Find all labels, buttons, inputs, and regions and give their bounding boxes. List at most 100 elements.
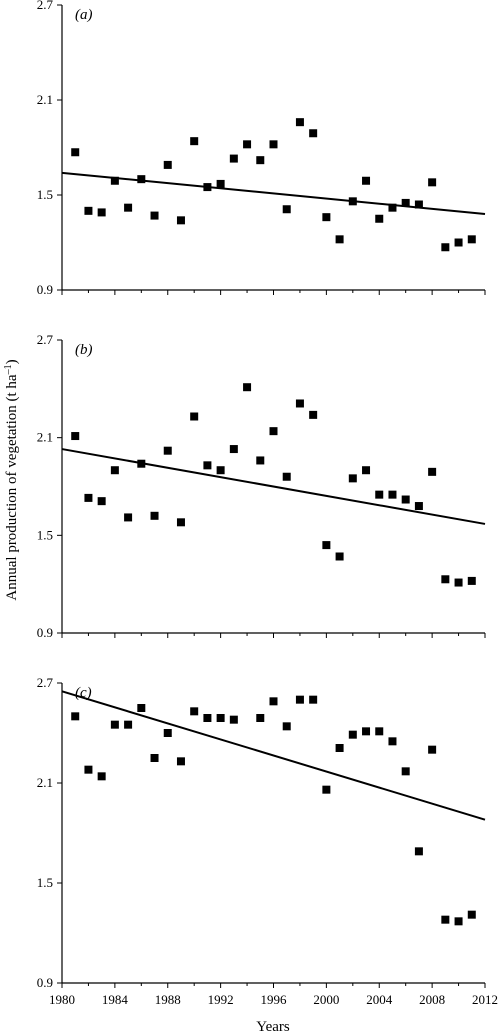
data-point [203,461,212,470]
data-point [243,383,252,392]
data-point [375,214,384,223]
data-point [414,200,423,209]
data-point [163,160,172,169]
data-point [229,154,238,163]
y-tick-label: 2.1 [37,775,53,790]
data-point [124,203,133,212]
data-point [282,472,291,481]
data-point [229,715,238,724]
data-point [124,513,133,522]
data-point [216,179,225,188]
data-point [467,235,476,244]
data-point [71,712,80,721]
data-point [335,552,344,561]
data-point [295,695,304,704]
data-point [176,757,185,766]
data-point [322,541,331,550]
data-point [441,575,450,584]
data-point [467,910,476,919]
data-point [454,917,463,926]
data-point [137,175,146,184]
data-point [295,399,304,408]
data-point [190,412,199,421]
data-point [467,576,476,585]
data-point [348,474,357,483]
data-point [176,518,185,527]
x-tick-label: 1996 [261,992,288,1007]
data-point [269,140,278,149]
x-tick-label: 1980 [49,992,75,1007]
panels-group: 0.9 1.5 2.1 2.7 (a) 0.9 1.5 2.1 2.7 (b) 0.9 1.5 2.1 2… [37,0,498,1007]
data-point [97,208,106,217]
trend-line [61,448,486,525]
data-point [309,695,318,704]
data-point [428,745,437,754]
x-tick-label: 2012 [472,992,498,1007]
data-point [137,459,146,468]
data-point [203,714,212,722]
data-point [348,730,357,739]
panel-label: (a) [75,7,93,23]
data-point [282,722,291,731]
data-point [229,445,238,454]
data-point [203,183,212,192]
data-point [375,490,384,499]
panel-label: (b) [75,342,93,358]
data-point [150,511,159,520]
y-tick-label: 1.5 [37,187,53,202]
data-point [362,727,371,736]
y-tick-label: 2.7 [37,675,54,690]
y-tick-label: 1.5 [37,527,53,542]
x-tick-label: 1992 [208,992,234,1007]
data-point [269,427,278,436]
y-tick-label: 0.9 [37,975,53,990]
data-point [388,737,397,746]
x-axis-title: Years [256,1019,290,1034]
data-point [309,410,318,419]
y-tick-label: 2.1 [37,92,53,107]
data-point [124,720,133,729]
data-point [163,729,172,737]
x-tick-label: 2008 [419,992,445,1007]
data-point [243,140,252,149]
x-tick-label: 2004 [366,992,393,1007]
data-point [441,243,450,252]
y-axis-title: Annual production of vegetation (t ha–1) [3,359,21,600]
data-point [282,205,291,214]
data-point [454,578,463,587]
data-point [97,772,106,781]
data-point [322,785,331,794]
data-point [97,497,106,506]
data-point [401,198,410,207]
y-tick-label: 1.5 [37,875,53,890]
data-point [295,118,304,127]
y-tick-label: 0.9 [37,625,53,640]
data-point [269,697,278,706]
data-point [335,744,344,752]
y-tick-label: 2.7 [37,0,54,12]
data-point [454,238,463,247]
data-point [256,456,265,465]
data-point [428,467,437,476]
data-point [150,211,159,220]
data-point [362,176,371,185]
data-point [309,129,318,138]
data-point [335,235,344,244]
data-point [190,137,199,146]
x-tick-label: 2000 [313,992,339,1007]
data-point [71,148,80,157]
y-tick-label: 0.9 [37,282,53,297]
data-point [84,206,93,215]
data-point [388,490,397,499]
data-point [84,493,93,502]
data-point [256,714,265,722]
data-point [256,156,265,165]
data-point [84,765,93,774]
data-point [190,707,199,716]
data-point [110,176,119,185]
panel-b: 0.9 1.5 2.1 2.7 (b) [37,332,486,640]
data-point [375,727,384,736]
x-tick-label: 1984 [102,992,129,1007]
data-point [163,446,172,455]
data-point [401,495,410,504]
